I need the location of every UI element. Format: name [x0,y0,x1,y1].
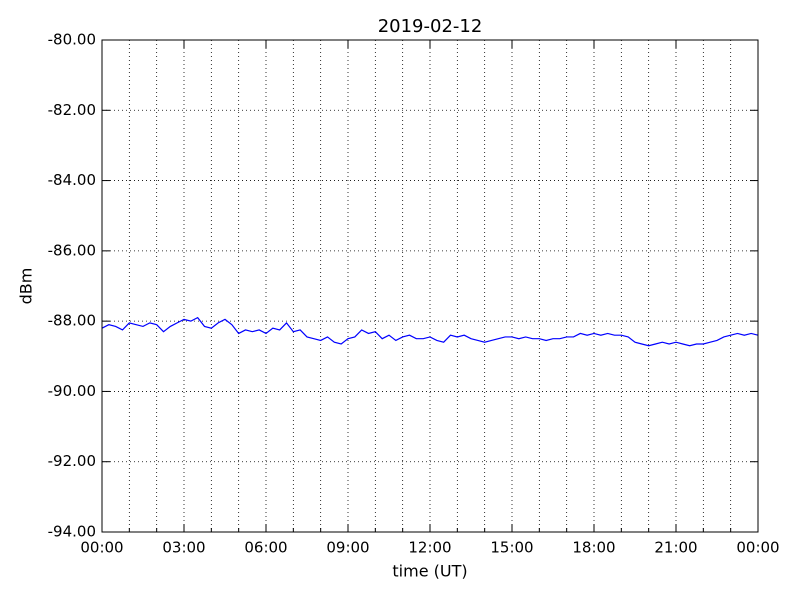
y-tick-label: -92.00 [48,452,96,470]
chart-title: 2019-02-12 [378,16,483,37]
y-tick-label: -88.00 [48,312,96,330]
y-tick-label: -84.00 [48,171,96,189]
x-tick-label: 15:00 [490,539,533,557]
x-axis-label: time (UT) [392,562,467,581]
y-tick-label: -82.00 [48,101,96,119]
x-tick-label: 12:00 [408,539,451,557]
x-tick-label: 18:00 [572,539,615,557]
x-tick-label: 06:00 [244,539,287,557]
y-tick-label: -94.00 [48,523,96,541]
x-tick-label: 03:00 [162,539,205,557]
y-tick-label: -86.00 [48,241,96,259]
y-axis-label: dBm [17,268,36,305]
x-tick-label: 00:00 [736,539,779,557]
data-line [101,316,759,347]
x-tick-label: 09:00 [326,539,369,557]
x-tick-label: 00:00 [80,539,123,557]
y-tick-label: -80.00 [48,31,96,49]
y-tick-label: -90.00 [48,382,96,400]
plot-frame [101,39,759,533]
x-tick-label: 21:00 [654,539,697,557]
